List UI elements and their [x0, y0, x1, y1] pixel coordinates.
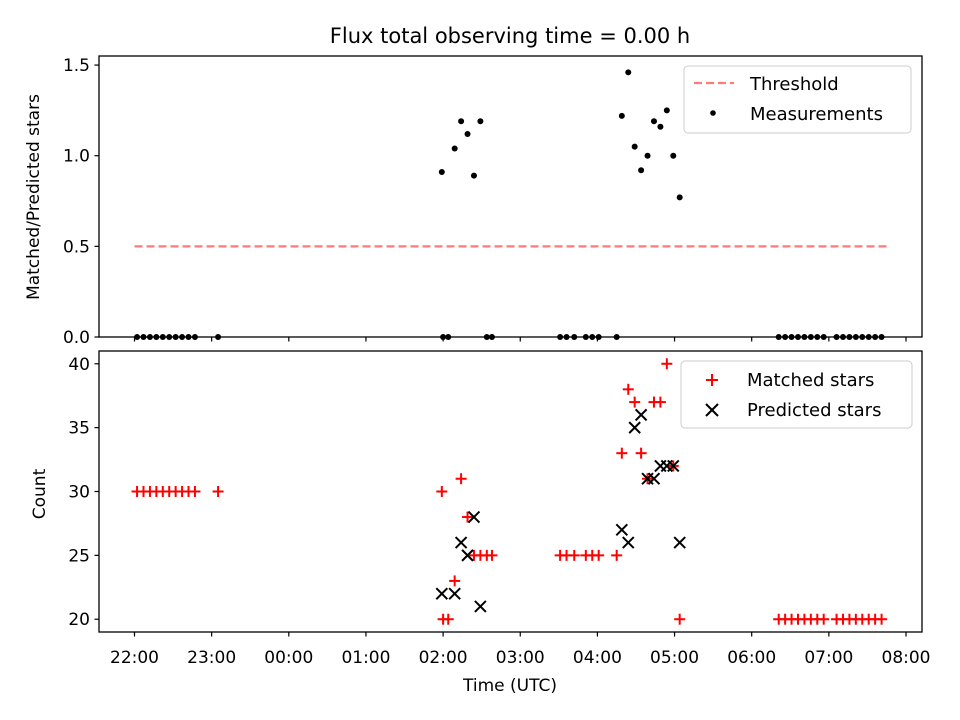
- matched-star-point: [449, 575, 461, 587]
- y-tick-label: 1.5: [63, 56, 90, 76]
- measurement-point: [477, 118, 484, 125]
- matched-star-point: [611, 549, 623, 561]
- matched-star-point: [629, 396, 641, 408]
- predicted-star-point: [467, 510, 481, 524]
- x-tick-label: 01:00: [341, 648, 390, 668]
- x-tick-label: 00:00: [264, 648, 313, 668]
- measurement-point: [464, 130, 471, 137]
- measurement-point: [638, 167, 645, 174]
- matched-star-point: [442, 613, 454, 625]
- y-tick-label: 20: [68, 610, 90, 630]
- top-legend: Threshold Measurements: [683, 65, 912, 134]
- predicted-star-point: [622, 536, 635, 549]
- y-tick-label: 0.0: [63, 328, 90, 348]
- x-tick-label: 05:00: [650, 648, 699, 668]
- measurement-point: [451, 145, 458, 152]
- measurement-point: [631, 143, 638, 150]
- measurement-point: [657, 123, 664, 130]
- x-tick-label: 04:00: [573, 648, 622, 668]
- y-tick-label: 30: [68, 483, 90, 503]
- x-tick-label: 22:00: [110, 648, 159, 668]
- predicted-star-point: [448, 587, 461, 600]
- matched-star-point: [189, 486, 201, 497]
- measurement-point: [676, 194, 683, 201]
- matched-star-point: [593, 549, 605, 561]
- predicted-star-point: [634, 408, 648, 422]
- predicted-star-point: [628, 421, 641, 434]
- bottom-panel: 20 25 30 35 40 22:00 23:00 00:00 01:00 02:00 03:0…: [30, 350, 931, 696]
- measurement-point: [470, 172, 477, 179]
- measurement-point: [438, 169, 445, 176]
- matched-star-point: [674, 613, 686, 625]
- matched-star-point: [486, 549, 498, 561]
- measurement-point: [618, 112, 625, 119]
- predicted-star-point: [454, 536, 468, 549]
- bottom-ylabel: Count: [30, 468, 50, 519]
- matched-star-point: [818, 613, 830, 625]
- measurement-point: [458, 118, 465, 125]
- legend-matched-label: Matched stars: [747, 370, 874, 391]
- legend-threshold-label: Threshold: [749, 74, 839, 95]
- legend-predicted-label: Predicted stars: [747, 400, 881, 421]
- matched-star-point: [616, 447, 628, 459]
- measurement-point: [625, 69, 632, 76]
- x-tick-label: 03:00: [496, 648, 545, 668]
- predicted-star-point: [647, 472, 661, 485]
- y-tick-label: 35: [68, 419, 90, 439]
- predicted-star-point: [615, 523, 629, 537]
- matched-star-point: [622, 383, 634, 395]
- measurement-point: [644, 152, 651, 159]
- predicted-star-point: [673, 536, 686, 549]
- top-panel: 0.0 0.5 1.0 1.5 Matched/Predicted stars Thr…: [24, 55, 923, 348]
- matched-star-point: [568, 549, 580, 561]
- y-tick-label: 25: [68, 546, 90, 566]
- predicted-star-point: [474, 600, 487, 613]
- x-axis-label: Time (UTC): [462, 676, 557, 696]
- legend-predicted-x-icon: [705, 403, 719, 417]
- legend-matched-plus-icon: [706, 374, 718, 386]
- x-tick-label: 23:00: [187, 648, 236, 668]
- matched-star-point: [212, 486, 224, 497]
- matched-star-point: [462, 511, 474, 523]
- matched-star-point: [455, 473, 467, 485]
- y-tick-label: 40: [68, 355, 90, 375]
- y-tick-label: 0.5: [63, 237, 90, 257]
- measurement-point: [650, 118, 657, 125]
- legend-measurements-dot-icon: [710, 110, 716, 116]
- bottom-legend: Matched stars Predicted stars: [680, 360, 913, 429]
- measurement-point: [670, 152, 677, 159]
- x-tick-label: 08:00: [882, 648, 931, 668]
- y-tick-label: 1.0: [63, 147, 90, 167]
- top-plot-frame: [98, 55, 923, 338]
- matched-star-point: [661, 358, 673, 370]
- measurement-point: [663, 107, 670, 114]
- matched-star-point: [654, 396, 666, 408]
- figure-title: Flux total observing time = 0.00 h: [330, 24, 690, 48]
- matched-star-point: [436, 486, 448, 497]
- matched-star-point: [876, 613, 888, 625]
- x-tick-label: 07:00: [804, 648, 853, 668]
- top-ylabel: Matched/Predicted stars: [24, 94, 44, 300]
- legend-measurements-label: Measurements: [750, 104, 883, 125]
- predicted-star-point: [667, 459, 680, 473]
- x-tick-label: 02:00: [419, 648, 468, 668]
- matched-star-point: [635, 447, 647, 459]
- x-tick-label: 06:00: [727, 648, 776, 668]
- predicted-star-point: [461, 549, 474, 562]
- predicted-star-point: [435, 587, 449, 600]
